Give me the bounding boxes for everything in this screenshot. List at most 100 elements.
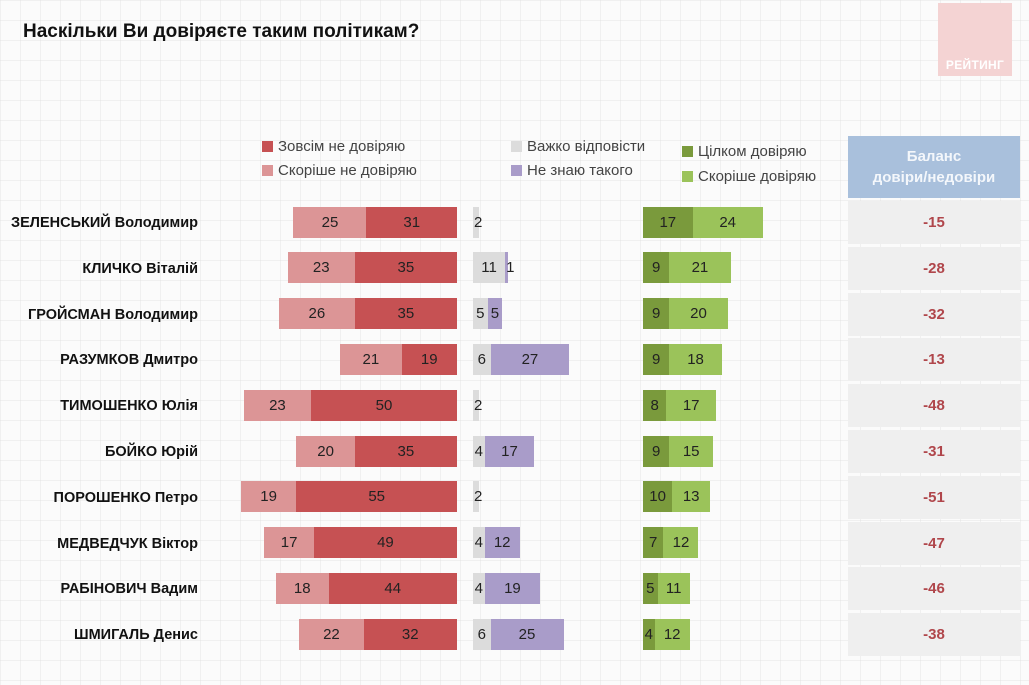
legend-fully-trust: Цілком довіряю <box>682 143 807 160</box>
bar-fully-distrust-label: 35 <box>397 259 415 277</box>
bar-fully-trust-label: 10 <box>649 488 666 506</box>
bar-hard-to-say-label: 4 <box>474 579 483 597</box>
bar-fully-distrust-label: 35 <box>397 442 415 460</box>
bar-hard-to-say: 2 <box>473 206 483 238</box>
bar-rather-distrust: 21 <box>340 343 402 375</box>
bar-hard-to-say-label: 2 <box>474 396 483 414</box>
bar-rather-distrust-label: 23 <box>312 259 330 277</box>
bar-rather-trust-label: 12 <box>663 625 681 643</box>
bar-hard-to-say-label: 5 <box>476 305 485 323</box>
bar-rather-trust-label: 24 <box>719 213 736 231</box>
bar-dont-know: 27 <box>490 343 570 375</box>
legend-label: Важко відповісти <box>527 138 646 155</box>
politician-name: ТИМОШЕНКО Юлія <box>60 398 198 415</box>
bar-fully-trust: 9 <box>643 343 670 375</box>
bar-fully-distrust: 19 <box>401 343 457 375</box>
bar-rather-trust-label: 11 <box>665 579 682 597</box>
bar-fully-distrust-label: 44 <box>384 579 402 597</box>
legend-swatch <box>682 146 693 157</box>
legend-rather-distrust: Скоріше не довіряю <box>262 162 417 179</box>
bar-hard-to-say: 2 <box>473 481 483 513</box>
bar-hard-to-say-label: 2 <box>474 488 483 506</box>
bar-fully-trust-label: 9 <box>651 350 661 368</box>
bar-fully-trust: 4 <box>643 618 655 650</box>
legend-swatch <box>262 141 273 152</box>
bar-fully-distrust: 35 <box>354 298 457 330</box>
bar-rather-trust-label: 20 <box>690 305 707 323</box>
bar-rather-distrust: 25 <box>293 206 367 238</box>
bar-dont-know-label: 17 <box>501 442 518 460</box>
bar-hard-to-say-label: 4 <box>474 442 483 460</box>
bar-rather-distrust-label: 25 <box>321 213 339 231</box>
bar-rather-trust-label: 17 <box>682 396 700 414</box>
bar-rather-distrust-label: 19 <box>260 488 277 506</box>
bar-dont-know: 25 <box>490 618 564 650</box>
bar-rather-trust-label: 13 <box>682 488 700 506</box>
bar-hard-to-say: 4 <box>473 527 485 559</box>
bar-rather-distrust-label: 17 <box>280 534 298 552</box>
bar-hard-to-say: 2 <box>473 389 483 421</box>
bar-hard-to-say-label: 6 <box>477 350 486 368</box>
bar-fully-trust: 9 <box>643 252 670 284</box>
legend-dont-know: Не знаю такого <box>511 162 633 179</box>
bar-rather-trust: 12 <box>654 618 690 650</box>
bar-rather-trust: 20 <box>669 298 728 330</box>
bar-rather-distrust-label: 18 <box>293 579 311 597</box>
legend-label: Скоріше не довіряю <box>278 162 417 179</box>
balance-value: -28 <box>848 246 1020 290</box>
bar-fully-trust: 17 <box>643 206 693 238</box>
politician-name: ЗЕЛЕНСЬКИЙ Володимир <box>11 215 198 231</box>
bar-fully-distrust: 35 <box>354 435 457 467</box>
legend-label: Зовсім не довіряю <box>278 138 406 155</box>
balance-header: Баланс довіри/недовіри <box>848 136 1020 198</box>
bar-dont-know: 5 <box>487 298 503 330</box>
bar-rather-trust-label: 15 <box>682 442 700 460</box>
bar-rather-trust: 13 <box>672 481 711 513</box>
bar-fully-trust: 10 <box>643 481 673 513</box>
politician-name: РАБІНОВИЧ Вадим <box>60 581 198 598</box>
bar-hard-to-say-label: 11 <box>481 259 497 277</box>
bar-dont-know-label: 25 <box>518 625 536 643</box>
bar-rather-distrust-label: 22 <box>323 625 340 643</box>
bar-fully-trust-label: 17 <box>659 213 677 231</box>
balance-value: -15 <box>848 201 1020 244</box>
bar-rather-trust: 18 <box>669 343 722 375</box>
bar-rather-trust: 12 <box>663 527 699 559</box>
politician-name: КЛИЧКО Віталій <box>82 260 198 277</box>
balance-value: -13 <box>848 338 1020 382</box>
bar-fully-distrust-label: 19 <box>420 350 438 368</box>
bar-dont-know-label: 12 <box>493 534 511 552</box>
bar-hard-to-say-label: 4 <box>474 534 483 552</box>
legend-fully-distrust: Зовсім не довіряю <box>262 138 405 155</box>
bar-fully-distrust-label: 32 <box>401 625 419 643</box>
bar-fully-trust-label: 9 <box>651 259 661 277</box>
bar-dont-know-label: 5 <box>490 305 500 323</box>
bar-dont-know-label: 1 <box>506 259 515 277</box>
bar-fully-distrust-label: 31 <box>403 213 421 231</box>
bar-dont-know-label: 19 <box>504 579 521 597</box>
balance-value: -47 <box>848 521 1020 565</box>
bar-rather-trust-label: 21 <box>691 259 709 277</box>
balance-header-line2: довіри/недовіри <box>872 169 996 186</box>
balance-value: -32 <box>848 292 1020 336</box>
legend-swatch <box>511 141 522 152</box>
bar-hard-to-say-label: 2 <box>474 213 483 231</box>
bar-fully-distrust-label: 50 <box>375 396 393 414</box>
bar-rather-trust: 11 <box>657 572 690 604</box>
bar-fully-trust-label: 9 <box>651 305 661 323</box>
legend-label: Скоріше довіряю <box>698 168 817 185</box>
bar-fully-trust: 8 <box>643 389 667 421</box>
legend-swatch <box>511 165 522 176</box>
legend-hard-to-say: Важко відповісти <box>511 138 645 155</box>
bar-rather-distrust: 17 <box>264 527 314 559</box>
rating-logo: РЕЙТИНГ <box>938 3 1012 76</box>
bar-rather-distrust-label: 23 <box>269 396 286 414</box>
bar-rather-distrust: 23 <box>243 389 311 421</box>
legend-label: Цілком довіряю <box>698 143 807 160</box>
bar-fully-trust: 9 <box>643 298 670 330</box>
bar-fully-distrust: 55 <box>296 481 457 513</box>
bar-hard-to-say: 6 <box>473 618 491 650</box>
bar-fully-distrust: 49 <box>313 527 457 559</box>
bar-rather-distrust-label: 20 <box>317 442 334 460</box>
bar-fully-distrust: 35 <box>354 252 457 284</box>
